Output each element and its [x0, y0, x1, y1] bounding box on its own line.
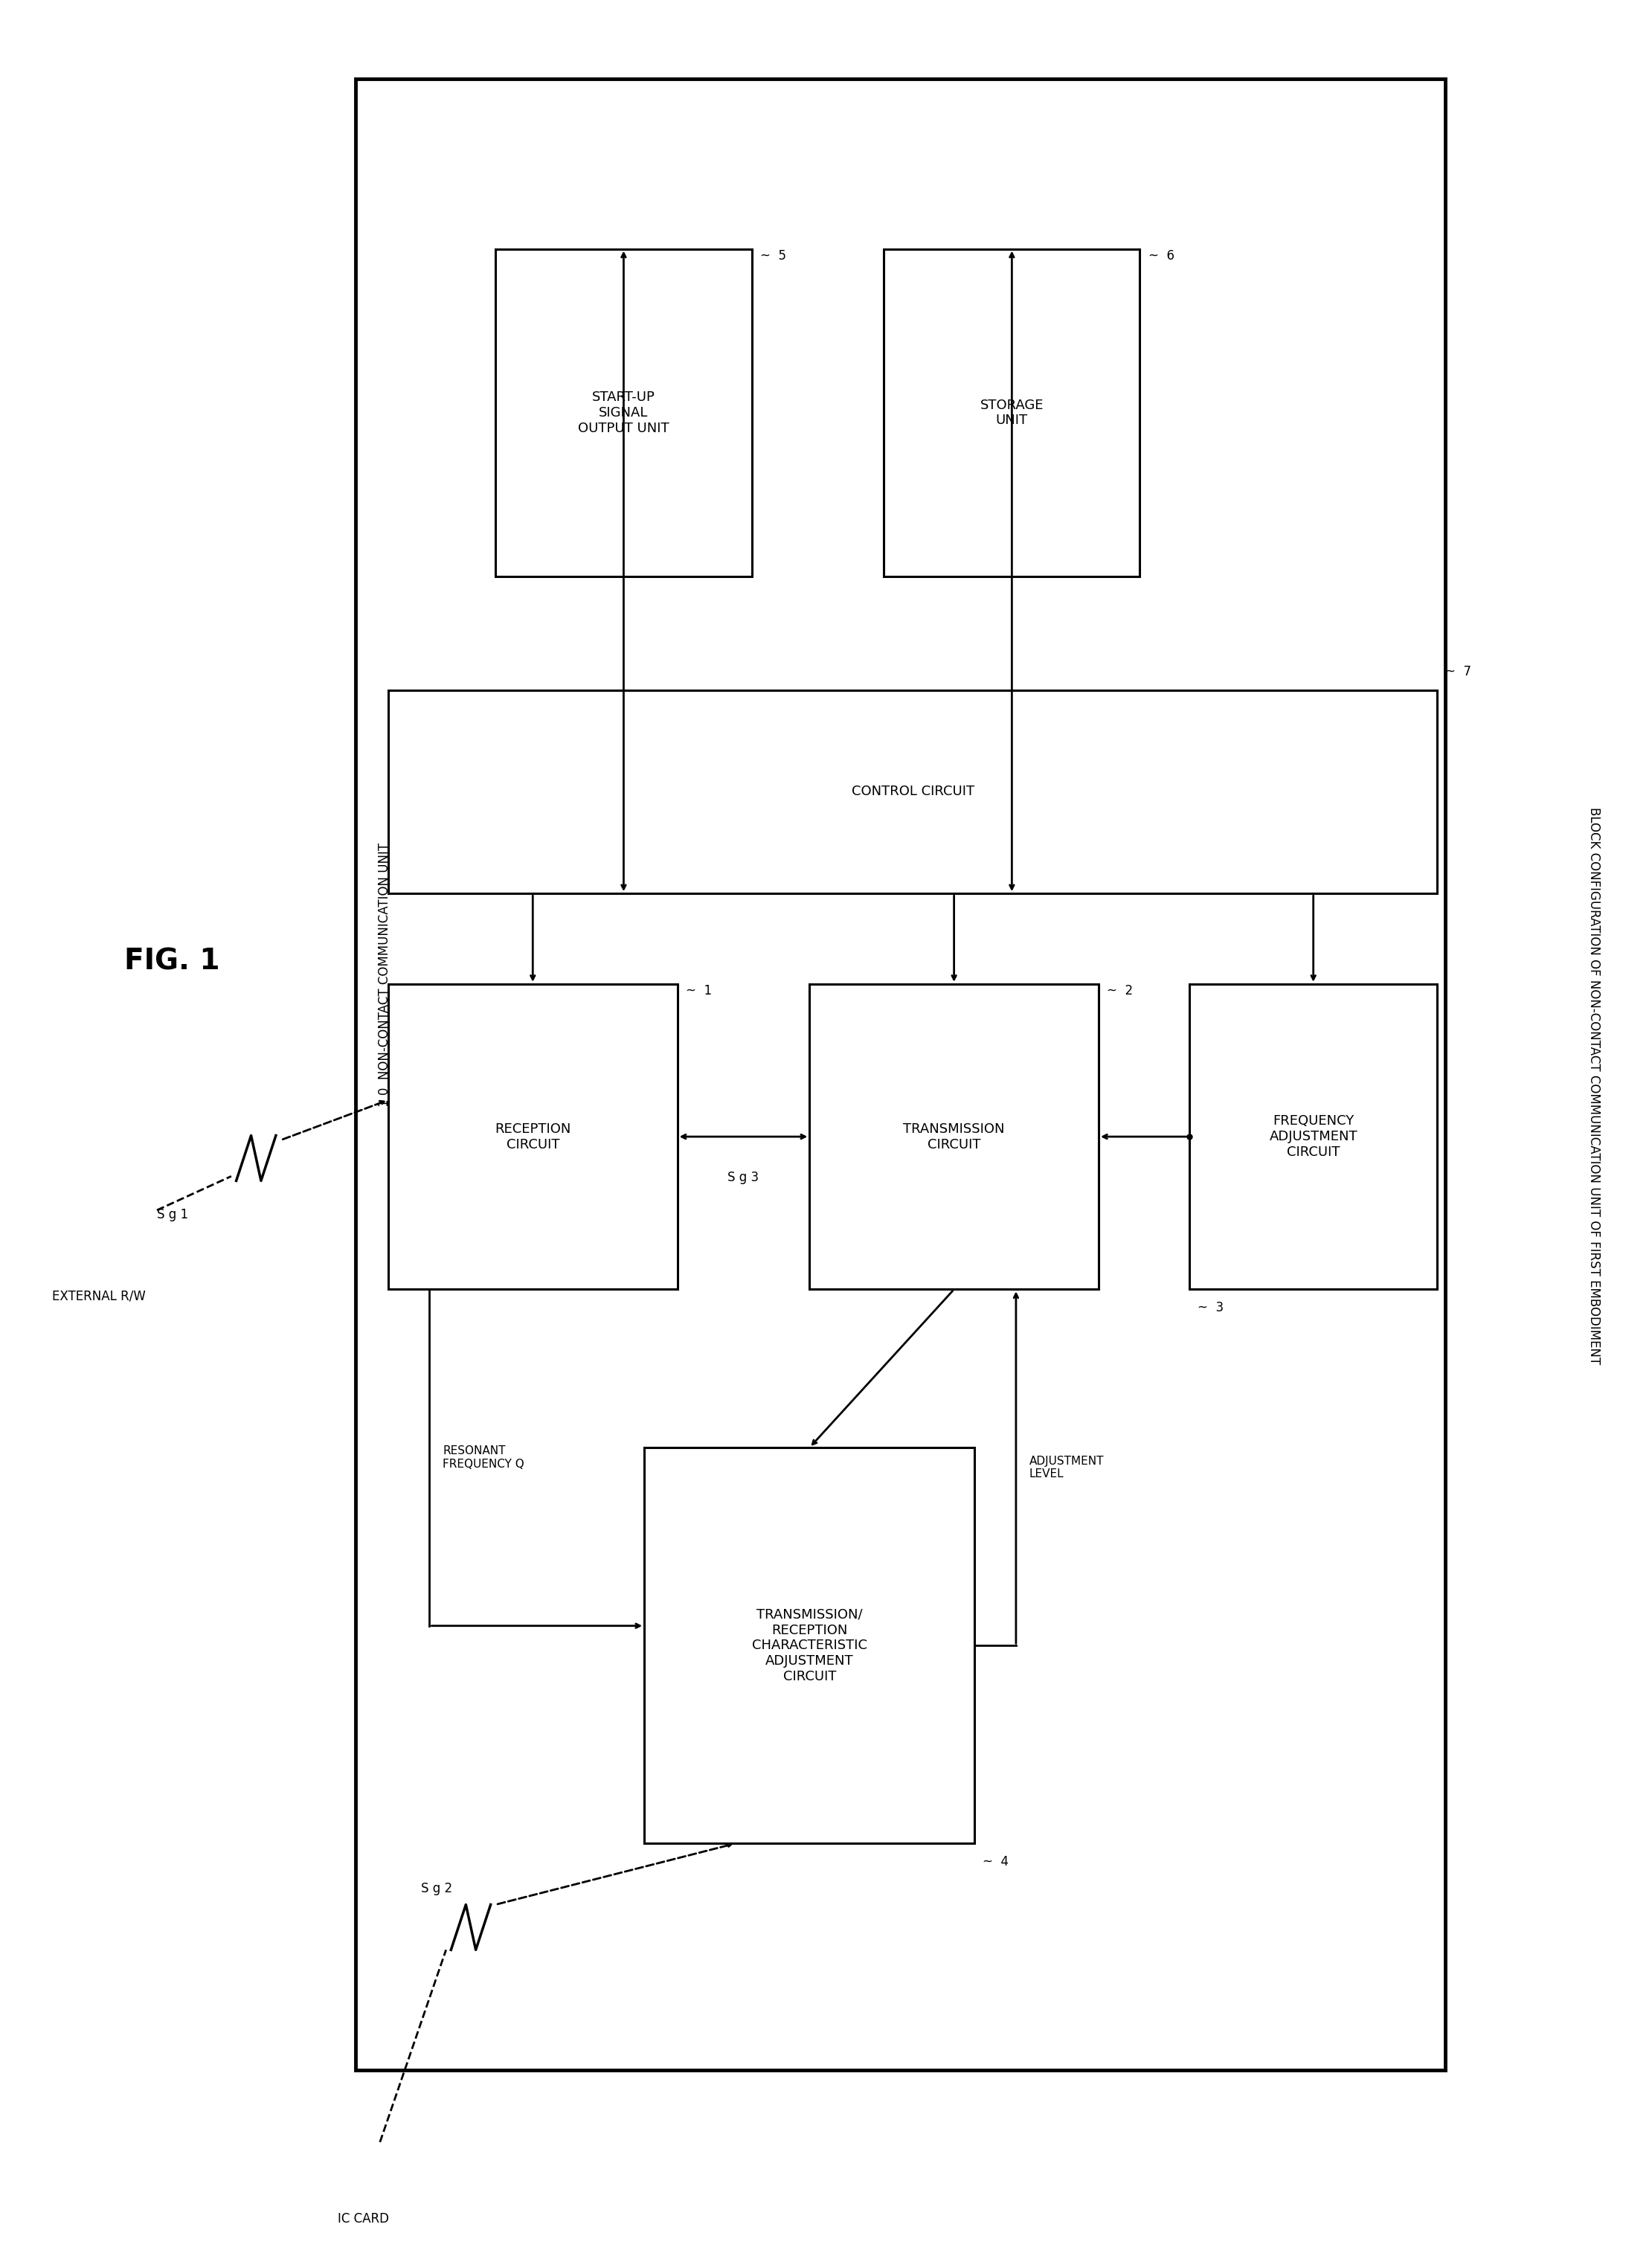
Text: TRANSMISSION/
RECEPTION
CHARACTERISTIC
ADJUSTMENT
CIRCUIT: TRANSMISSION/ RECEPTION CHARACTERISTIC A… [752, 1608, 867, 1683]
Text: S g 1: S g 1 [157, 1208, 188, 1221]
Bar [388, 690, 1437, 893]
Text: ~  4: ~ 4 [983, 1855, 1009, 1868]
Text: ~  1: ~ 1 [686, 984, 712, 998]
Bar [355, 79, 1446, 2070]
Text: ~  3: ~ 3 [1198, 1301, 1224, 1314]
Bar [388, 984, 677, 1289]
Bar [644, 1448, 975, 1844]
Text: EXTERNAL R/W: EXTERNAL R/W [53, 1289, 145, 1303]
Text: IC CARD: IC CARD [337, 2212, 390, 2226]
Text: ~  5: ~ 5 [760, 249, 786, 262]
Text: TRANSMISSION
CIRCUIT: TRANSMISSION CIRCUIT [904, 1122, 1004, 1151]
Text: RECEPTION
CIRCUIT: RECEPTION CIRCUIT [494, 1122, 572, 1151]
Text: STORAGE
UNIT: STORAGE UNIT [980, 398, 1044, 428]
Text: S g 3: S g 3 [729, 1172, 758, 1183]
Text: S g 2: S g 2 [421, 1882, 453, 1896]
Text: ~  2: ~ 2 [1107, 984, 1133, 998]
Text: ~  7: ~ 7 [1446, 665, 1472, 679]
Text: BLOCK CONFIGURATION OF NON-CONTACT COMMUNICATION UNIT OF FIRST EMBODIMENT: BLOCK CONFIGURATION OF NON-CONTACT COMMU… [1588, 808, 1601, 1364]
Bar [884, 249, 1140, 577]
Text: ADJUSTMENT
LEVEL: ADJUSTMENT LEVEL [1029, 1454, 1104, 1479]
Text: FREQUENCY
ADJUSTMENT
CIRCUIT: FREQUENCY ADJUSTMENT CIRCUIT [1269, 1115, 1358, 1158]
Text: CONTROL CIRCUIT: CONTROL CIRCUIT [851, 785, 975, 798]
Bar [1189, 984, 1437, 1289]
Text: ~  6: ~ 6 [1148, 249, 1175, 262]
Bar [809, 984, 1099, 1289]
Text: START-UP
SIGNAL
OUTPUT UNIT: START-UP SIGNAL OUTPUT UNIT [578, 391, 669, 434]
Text: FIG. 1: FIG. 1 [124, 948, 220, 975]
Text: RESONANT
FREQUENCY Q: RESONANT FREQUENCY Q [443, 1445, 524, 1470]
Bar [496, 249, 752, 577]
Text: 1 0  NON-CONTACT COMMUNICATION UNIT: 1 0 NON-CONTACT COMMUNICATION UNIT [378, 844, 392, 1106]
